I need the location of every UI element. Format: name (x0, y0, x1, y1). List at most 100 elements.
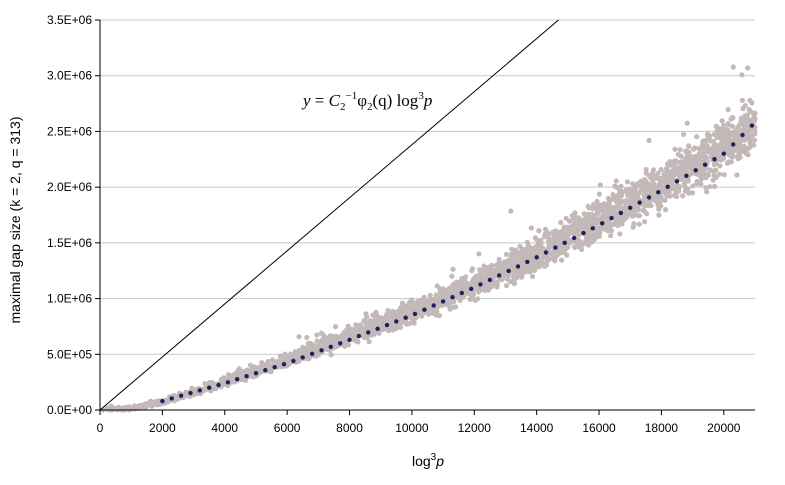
scatter-point (666, 172, 673, 178)
scatter-point (569, 213, 575, 219)
scatter-point (411, 320, 417, 326)
x-tick-label: 4000 (211, 421, 238, 435)
scatter-point (605, 228, 611, 234)
scatter-point (653, 198, 659, 204)
scatter-point (707, 167, 713, 173)
scatter-point (711, 138, 717, 144)
scatter-point (621, 206, 627, 212)
scatter-point (358, 324, 364, 331)
trend-point (562, 240, 567, 245)
trend-point (684, 173, 689, 178)
scatter-point (559, 243, 565, 250)
scatter-point (643, 186, 649, 192)
scatter-point (721, 139, 727, 145)
trend-point (319, 348, 324, 353)
scatter-point (703, 138, 709, 144)
y-tick-labels: 0.0E+00 5.0E+05 1.0E+06 1.5E+06 2.0E+06 2.5E+… (47, 13, 92, 417)
scatter-point (726, 147, 732, 153)
scatter-point (563, 215, 569, 221)
scatter-point (369, 320, 375, 326)
scatter-point (717, 163, 723, 169)
scatter-point (390, 327, 396, 333)
scatter-point (363, 322, 369, 328)
scatter-point (479, 268, 486, 274)
scatter-point (352, 336, 358, 342)
trend-point (197, 388, 202, 393)
scatter-point (494, 279, 500, 285)
scatter-point (406, 303, 412, 309)
scatter-point (481, 263, 487, 269)
scatter-point (559, 236, 565, 242)
trend-point (665, 184, 670, 189)
scatter-point (572, 217, 578, 223)
scatter-point (503, 283, 510, 289)
trend-point (216, 382, 221, 388)
formula-annotation: y = C2−1φ2(q) log3p (301, 90, 432, 113)
scatter-point (412, 304, 418, 310)
scatter-point (517, 243, 523, 250)
y-tick-label: 3.0E+06 (47, 69, 92, 83)
scatter-point (658, 166, 664, 173)
scatter-point (511, 265, 517, 271)
scatter-point (523, 269, 529, 275)
scatter-point (681, 131, 687, 138)
scatter-point (721, 172, 727, 178)
trend-point (253, 371, 259, 376)
scatter-point (192, 388, 198, 394)
trend-point (469, 286, 474, 291)
formula-phi-sub: 2 (367, 101, 373, 113)
trend-point (272, 365, 277, 370)
trend-point (702, 162, 708, 167)
scatter-point (730, 64, 736, 70)
scatter-point (710, 177, 716, 183)
scatter-point (729, 114, 736, 121)
scatter-point (412, 315, 418, 322)
scatter-point (633, 207, 639, 213)
scatter-point (368, 332, 374, 338)
scatter-point (150, 400, 156, 406)
trend-point (553, 245, 558, 250)
scatter-point (617, 231, 623, 237)
scatter-point (597, 182, 604, 188)
scatter-point (536, 228, 542, 234)
x-tick-label: 2000 (149, 421, 176, 435)
scatter-point (418, 304, 424, 310)
scatter-point (548, 251, 554, 257)
scatter-point (460, 285, 466, 291)
scatter-point (612, 183, 618, 189)
scatter-point (723, 133, 729, 140)
scatter-point (699, 176, 705, 182)
scatter-point (432, 309, 438, 315)
trend-point (366, 330, 371, 335)
x-tick-label: 0 (97, 421, 104, 435)
scatter-point (678, 159, 684, 165)
scatter-point (363, 311, 369, 317)
trend-point (356, 333, 362, 339)
scatter-point (404, 308, 410, 314)
scatter-point (736, 122, 743, 128)
bound-line (99, 19, 559, 411)
formula-p: p (423, 91, 433, 110)
scatter-point (450, 266, 456, 272)
trend-point (515, 264, 521, 269)
scatter-point (476, 289, 482, 295)
scatter-point (140, 404, 146, 410)
x-axis-title-var: p (435, 453, 444, 469)
scatter-point (511, 252, 517, 258)
scatter-point (667, 193, 673, 199)
scatter-point (675, 167, 681, 173)
scatter-point (690, 183, 696, 189)
scatter-point (529, 273, 536, 280)
scatter-point (721, 128, 727, 134)
scatter-point (741, 143, 747, 149)
scatter-point (332, 336, 338, 342)
scatter-point (711, 143, 717, 149)
scatter-point (561, 249, 568, 255)
scatter-point (400, 319, 406, 325)
scatter-point (599, 216, 605, 222)
y-tick-label: 0.0E+00 (47, 403, 92, 417)
scatter-point (576, 231, 582, 238)
scatter-point (384, 311, 390, 318)
trend-point (412, 311, 418, 317)
